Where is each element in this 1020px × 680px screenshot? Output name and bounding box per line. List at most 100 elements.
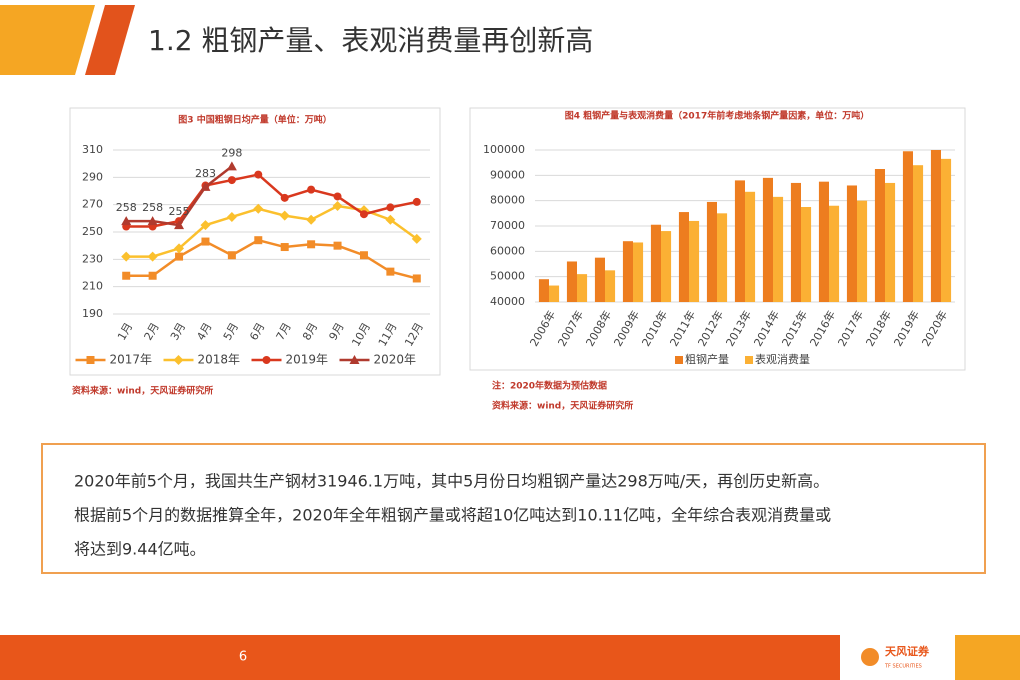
marker [386,267,395,276]
legend-label: 2018年 [198,353,241,367]
marker [175,252,184,261]
marker [333,192,342,201]
y-tick-label: 250 [82,225,103,238]
chart-title: 图4 粗钢产量与表观消费量（2017年前考虑地条钢产量因素，单位：万吨） [565,110,869,122]
chart-note: 注：2020年数据为预估数据 [492,380,607,392]
chart-frame [69,107,441,376]
marker [121,251,132,262]
y-tick-label: 310 [82,143,103,156]
x-tick-label: 2012年 [695,308,727,349]
y-tick-label: 270 [82,198,103,211]
marker [349,355,360,364]
bar [650,224,661,302]
logo-sub: TF SECURITIES [884,664,922,670]
bar [577,274,588,302]
legend-label: 2017年 [110,353,153,367]
y-tick-label: 50000 [490,270,525,283]
bar [549,285,560,302]
x-tick-label: 2015年 [779,308,811,349]
x-tick-label: 9月 [326,321,346,343]
header-shape [0,5,95,75]
bar [885,182,896,302]
x-tick-label: 11月 [376,321,400,349]
bar [594,257,605,302]
bar [566,261,577,302]
bar [762,177,773,302]
marker [280,193,289,202]
marker [332,201,343,212]
y-tick-label: 210 [82,280,103,293]
marker [122,271,131,280]
footer-shape [955,635,1020,680]
x-tick-label: 2018年 [863,308,895,349]
x-tick-label: 10月 [349,321,373,349]
marker [412,197,421,206]
x-tick-label: 2011年 [667,308,699,349]
marker [200,181,211,191]
bar [773,196,784,302]
y-tick-label: 70000 [490,219,525,232]
bar [678,212,689,302]
marker [147,216,158,226]
bar [913,165,924,302]
x-tick-label: 2013年 [723,308,755,349]
bar [633,242,644,302]
chart-note: 资料来源：wind，天风证券研究所 [492,400,633,412]
marker [333,241,342,250]
x-tick-label: 12月 [402,321,426,349]
x-tick-label: 8月 [300,321,320,343]
body-text: 将达到9.44亿吨。 [74,540,206,559]
marker [262,356,271,364]
x-tick-label: 2008年 [583,308,615,349]
x-tick-label: 7月 [274,321,294,343]
x-tick-label: 2007年 [555,308,587,349]
marker [173,355,184,365]
marker [279,210,290,221]
body-text: 2020年前5个月，我国共生产钢材31946.1万吨，其中5月份日均粗钢产量达2… [74,472,829,491]
x-tick-label: 2010年 [639,308,671,349]
marker [148,271,157,280]
marker [201,237,210,246]
marker [226,211,237,222]
bar [689,220,700,302]
legend-label: 2019年 [286,353,329,367]
chart-note: 资料来源：wind，天风证券研究所 [72,385,213,397]
marker [227,251,236,260]
bar [846,185,857,302]
bar [857,200,868,302]
chart-frame [469,107,966,371]
y-tick-label: 230 [82,252,103,265]
y-tick-label: 100000 [483,143,525,156]
marker [147,251,158,262]
data-label: 283 [195,167,216,180]
data-label: 298 [221,146,242,159]
marker [254,236,263,245]
marker [86,356,95,364]
bar [605,270,616,302]
x-tick-label: 2016年 [807,308,839,349]
bar [930,150,941,302]
x-tick-label: 1月 [115,321,135,343]
page-number: 6 [239,650,247,665]
y-tick-label: 290 [82,170,103,183]
bar [818,181,829,302]
logo-name: 天风证券 [885,644,930,658]
legend-swatch [675,356,683,364]
x-tick-label: 2009年 [611,308,643,349]
marker [200,220,211,231]
data-label: 255 [169,205,190,218]
bar [801,207,812,302]
x-tick-label: 5月 [221,321,241,343]
line [126,204,418,258]
data-label: 258 [116,201,137,214]
marker [227,176,236,185]
bar [734,180,745,302]
slide-title: 1.2 粗钢产量、表观消费量再创新高 [148,24,593,57]
data-label: 258 [142,201,163,214]
marker [307,185,316,194]
y-tick-label: 40000 [490,295,525,308]
legend-label: 粗钢产量 [685,352,729,366]
header-shape [85,5,135,75]
marker [253,203,264,214]
